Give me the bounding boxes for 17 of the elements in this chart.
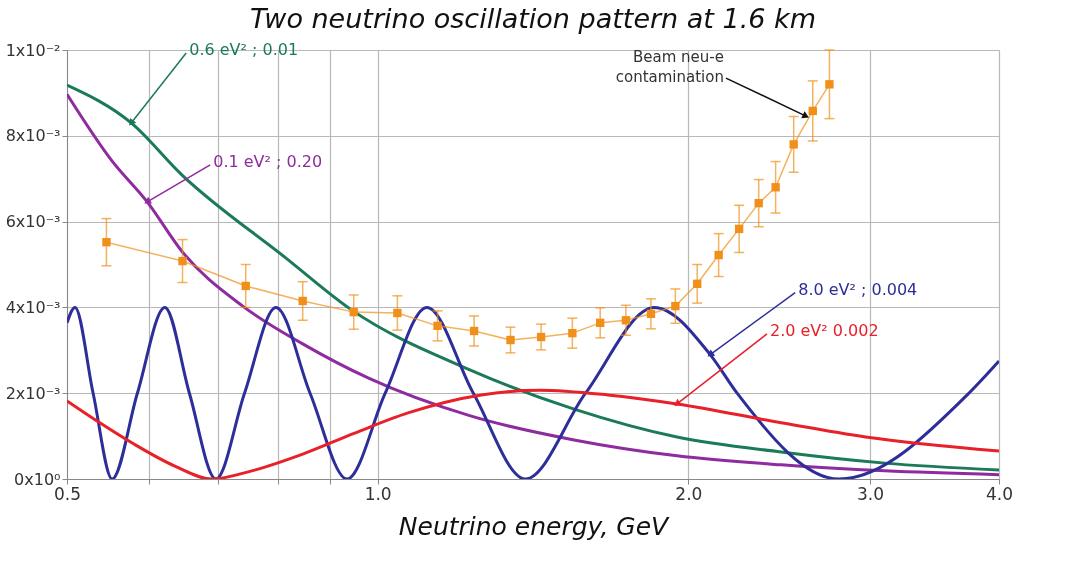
y-tick-label: 1x10⁻² [5,40,61,60]
x-tick-label: 1.0 [364,483,392,504]
y-tick-label: 8x10⁻³ [5,126,61,146]
x-tick-label: 0.5 [53,483,82,504]
y-tick-label: 2x10⁻³ [5,383,61,403]
text: 0.6 eV² ; 0.01 [189,39,299,59]
x-axis-title: Neutrino energy, GeV [398,511,671,541]
annotation: Beam neu-e contamination [615,48,724,87]
text: 8.0 eV² ; 0.004 [798,279,918,299]
x-tick-label: 3.0 [857,483,885,504]
y-tick-label: 4x10⁻³ [5,297,61,317]
text: 0.1 eV² ; 0.20 [213,151,323,171]
text: 2.0 eV² 0.002 [769,320,879,340]
chart-title: Two neutrino oscillation pattern at 1.6 km [250,2,816,34]
x-tick-label: 4.0 [985,483,1014,504]
y-tick-label: 6x10⁻³ [5,212,61,232]
x-tick-label: 2.0 [675,483,703,504]
